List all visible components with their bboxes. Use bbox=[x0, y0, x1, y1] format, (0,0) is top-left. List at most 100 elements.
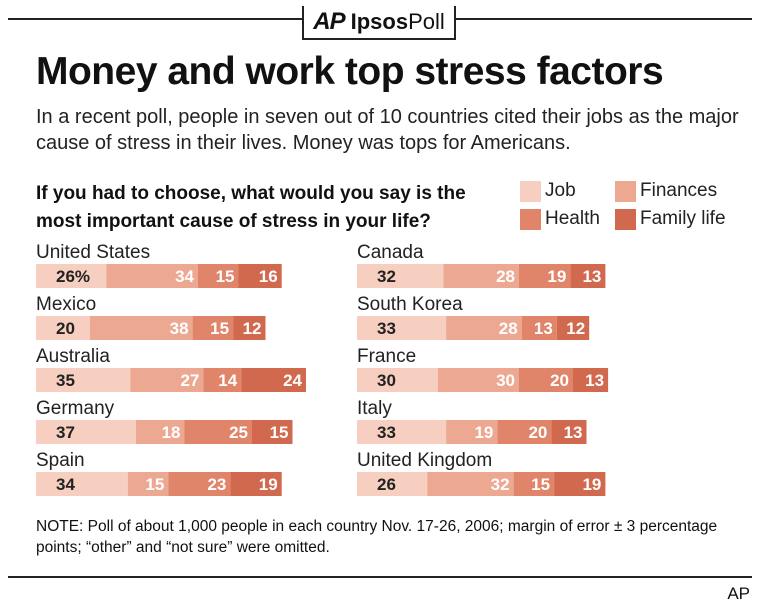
data-label-germany-health: 25 bbox=[229, 423, 248, 442]
brand-ap: AP bbox=[313, 8, 345, 35]
data-label-italy-health: 20 bbox=[528, 423, 547, 442]
country-label-south-korea: South Korea bbox=[357, 294, 463, 315]
country-group-italy: Italy 33 19 20 13 bbox=[357, 398, 587, 444]
bar-segment-spain-health bbox=[168, 472, 231, 496]
data-label-south-korea-health: 13 bbox=[534, 319, 553, 338]
country-group-united-kingdom: United Kingdom 26 32 15 19 bbox=[357, 450, 606, 496]
bar-segment-germany-job bbox=[36, 420, 136, 444]
bar-segment-italy-health bbox=[497, 420, 552, 444]
legend: Job Finances Health Family life bbox=[520, 180, 750, 240]
data-label-spain-job: 34 bbox=[56, 475, 75, 494]
bar-segment-united-states-health bbox=[198, 264, 239, 288]
data-label-south-korea-finances: 28 bbox=[499, 319, 518, 338]
data-label-canada-health: 19 bbox=[547, 267, 566, 286]
country-group-france: France 30 30 20 13 bbox=[357, 346, 609, 392]
data-label-mexico-family: 12 bbox=[243, 319, 262, 338]
country-label-mexico: Mexico bbox=[36, 294, 96, 315]
bar-segment-south-korea-health bbox=[521, 316, 557, 340]
bar-segment-united-states-family bbox=[238, 264, 282, 288]
data-label-canada-job: 32 bbox=[377, 267, 396, 286]
data-label-italy-job: 33 bbox=[377, 423, 396, 442]
bar-segment-germany-family bbox=[252, 420, 293, 444]
data-label-united-kingdom-finances: 32 bbox=[491, 475, 510, 494]
legend-swatch-health bbox=[520, 208, 541, 230]
bar-segment-australia-health bbox=[203, 368, 242, 392]
data-label-germany-family: 15 bbox=[270, 423, 289, 442]
country-label-australia: Australia bbox=[36, 346, 110, 367]
data-label-france-family: 13 bbox=[585, 371, 604, 390]
data-label-south-korea-family: 12 bbox=[566, 319, 585, 338]
legend-swatch-finances bbox=[615, 180, 636, 202]
bar-segment-spain-finances bbox=[127, 472, 169, 496]
country-label-italy: Italy bbox=[357, 398, 392, 419]
data-label-france-job: 30 bbox=[377, 371, 396, 390]
bar-segment-canada-family bbox=[570, 264, 606, 288]
data-label-mexico-job: 20 bbox=[56, 319, 75, 338]
bar-segment-united-kingdom-family bbox=[554, 472, 606, 496]
country-label-spain: Spain bbox=[36, 450, 85, 471]
country-label-united-kingdom: United Kingdom bbox=[357, 450, 492, 471]
country-label-france: France bbox=[357, 346, 416, 367]
legend-label-job: Job bbox=[545, 180, 576, 201]
header-rule-left bbox=[8, 18, 303, 20]
bar-segment-united-kingdom-job bbox=[357, 472, 428, 496]
data-label-italy-family: 13 bbox=[564, 423, 583, 442]
country-group-spain: Spain 34 15 23 19 bbox=[36, 450, 282, 496]
data-label-canada-finances: 28 bbox=[496, 267, 515, 286]
data-label-italy-finances: 19 bbox=[474, 423, 493, 442]
country-group-mexico: Mexico 20 38 15 12 bbox=[36, 294, 266, 340]
legend-item-health: Health bbox=[520, 208, 600, 230]
bar-segment-canada-health bbox=[519, 264, 571, 288]
bar-segment-south-korea-family bbox=[556, 316, 590, 340]
bar-segment-united-states-finances bbox=[106, 264, 198, 288]
legend-label-finances: Finances bbox=[640, 180, 718, 201]
data-label-spain-finances: 15 bbox=[145, 475, 164, 494]
country-label-united-states: United States bbox=[36, 242, 150, 263]
data-label-united-states-health: 15 bbox=[216, 267, 235, 286]
data-label-united-states-family: 16 bbox=[259, 267, 278, 286]
bar-segment-australia-finances bbox=[130, 368, 204, 392]
bar-segment-italy-family bbox=[551, 420, 587, 444]
bar-segment-france-family bbox=[573, 368, 609, 392]
legend-item-job: Job bbox=[520, 180, 576, 202]
legend-label-health: Health bbox=[545, 208, 600, 229]
data-label-spain-family: 19 bbox=[259, 475, 278, 494]
legend-swatch-job bbox=[520, 180, 541, 202]
footnote: NOTE: Poll of about 1,000 people in each… bbox=[36, 518, 718, 556]
legend-item-family: Family life bbox=[615, 208, 726, 230]
data-label-australia-family: 24 bbox=[283, 371, 302, 390]
header-rule-right bbox=[456, 18, 752, 20]
bar-segment-france-finances bbox=[438, 368, 519, 392]
data-label-germany-job: 37 bbox=[56, 423, 75, 442]
data-label-south-korea-job: 33 bbox=[377, 319, 396, 338]
bar-segment-france-job bbox=[357, 368, 438, 392]
chart-title: Money and work top stress factors bbox=[36, 50, 664, 93]
data-label-united-states-job: 26% bbox=[56, 267, 90, 286]
brand-ipsos: Ipsos bbox=[350, 9, 409, 34]
bar-segment-spain-family bbox=[230, 472, 282, 496]
chart-subtitle: In a recent poll, people in seven out of… bbox=[36, 106, 739, 154]
legend-swatch-family bbox=[615, 208, 636, 230]
survey-question: If you had to choose, what would you say… bbox=[36, 183, 466, 232]
data-label-australia-job: 35 bbox=[56, 371, 75, 390]
bar-segment-united-kingdom-health bbox=[513, 472, 555, 496]
data-label-united-kingdom-job: 26 bbox=[377, 475, 396, 494]
data-label-mexico-health: 15 bbox=[210, 319, 229, 338]
brand-logo: AP Ipsos Poll bbox=[302, 6, 456, 40]
bar-segment-australia-job bbox=[36, 368, 131, 392]
data-label-australia-health: 14 bbox=[218, 371, 237, 390]
bar-segment-south-korea-finances bbox=[446, 316, 522, 340]
country-group-united-states: United States 26% 34 15 16 bbox=[36, 242, 282, 288]
bar-segment-germany-finances bbox=[135, 420, 185, 444]
brand-poll: Poll bbox=[408, 9, 445, 34]
country-group-south-korea: South Korea 33 28 13 12 bbox=[357, 294, 590, 340]
data-label-germany-finances: 18 bbox=[162, 423, 181, 442]
data-label-united-kingdom-health: 15 bbox=[531, 475, 550, 494]
country-group-australia: Australia 35 27 14 24 bbox=[36, 346, 306, 392]
bar-segment-italy-finances bbox=[446, 420, 498, 444]
data-label-australia-finances: 27 bbox=[180, 371, 199, 390]
data-label-canada-family: 13 bbox=[582, 267, 601, 286]
bar-segment-south-korea-job bbox=[357, 316, 447, 340]
country-label-germany: Germany bbox=[36, 398, 115, 419]
